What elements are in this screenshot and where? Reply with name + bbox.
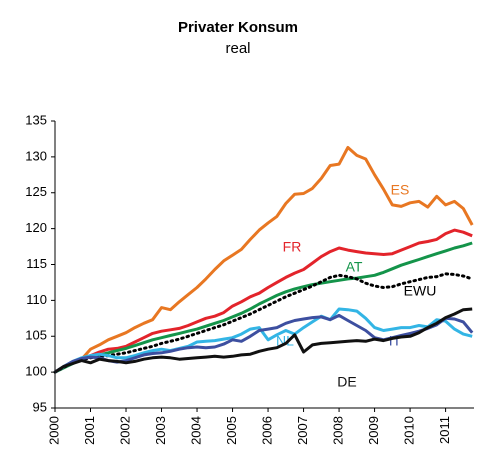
y-tick-label: 100 [25,364,47,379]
series-line [54,313,474,374]
x-tick-label: 2005 [224,416,239,445]
y-tick-label: 110 [26,292,47,307]
x-tick-label: 2003 [153,416,168,445]
series-line [54,307,473,374]
series-line [53,272,474,374]
x-tick-label: 2000 [46,416,61,445]
y-tick-label: 125 [25,184,47,199]
series-label: ES [391,182,410,198]
x-tick-label: 2009 [366,416,381,445]
x-tick-label: 2006 [259,416,274,445]
y-tick-label: 115 [26,256,47,271]
chart-title: Privater Konsum [178,19,298,36]
y-tick-label: 120 [25,220,47,235]
x-tick-label: 2008 [331,416,346,445]
series-line [54,241,473,374]
series-line [54,307,473,374]
x-tick-label: 2002 [117,416,132,445]
x-tick-label: 2001 [82,416,97,445]
series-line [54,228,473,374]
series-line [54,146,474,374]
series-label: FR [283,239,302,255]
x-tick-label: 2010 [402,416,417,445]
series-label: IT [389,333,402,349]
y-tick-label: 130 [25,148,47,163]
y-tick-label: 135 [25,112,47,127]
series-label: EWU [404,283,437,299]
series-label: AT [346,259,363,275]
x-tick-label: 2004 [188,416,203,445]
x-tick-label: 2007 [295,416,310,445]
y-tick-label: 105 [25,328,47,343]
y-tick-label: 95 [33,399,47,414]
chart-subtitle: real [225,40,250,57]
series-label: DE [337,374,356,390]
x-tick-label: 2011 [437,416,452,444]
